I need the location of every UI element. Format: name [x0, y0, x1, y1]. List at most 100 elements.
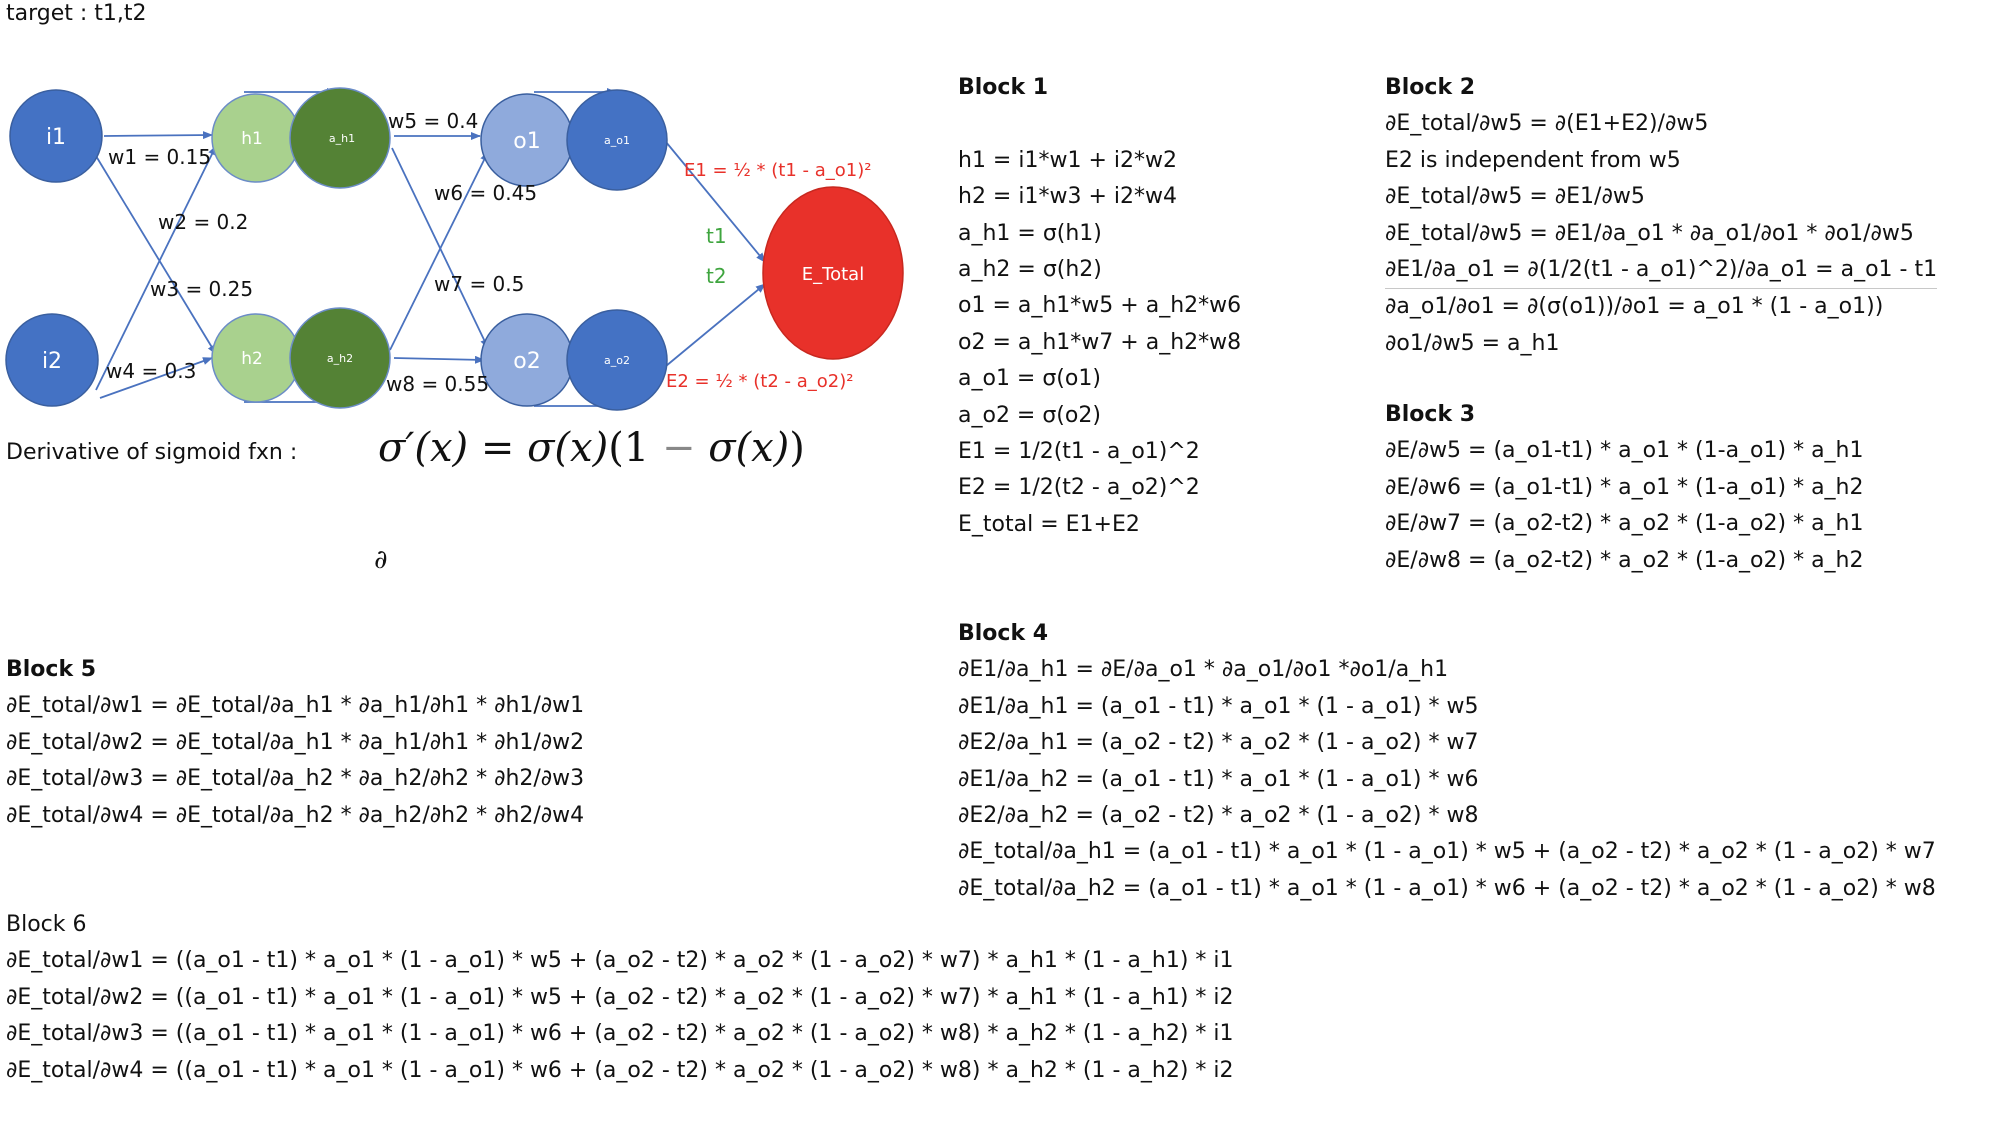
block-1-line: a_o1 = σ(o1)	[958, 366, 1101, 392]
sigmoid-open: (1	[608, 425, 662, 471]
weight-label-w5: w5 = 0.4	[388, 109, 478, 133]
node-label-a-o1: a_o1	[604, 134, 630, 147]
block-1-line: o2 = a_h1*w7 + a_h2*w8	[958, 329, 1242, 355]
block-1-line: E2 = 1/2(t2 - a_o2)^2	[958, 475, 1200, 501]
block-6-line: ∂E_total/∂w3 = ((a_o1 - t1) * a_o1 * (1 …	[6, 1021, 1234, 1047]
node-label-o1: o1	[513, 129, 540, 154]
block-4-title: Block 4	[958, 621, 1049, 646]
neural-network-diagram: i1 i2 h1 a_h1 h2 a_h2 o1 a_o1 o2 a_o2 E_…	[5, 87, 904, 411]
block-1-line: E_total = E1+E2	[958, 511, 1140, 537]
sigmoid-minus: −	[661, 425, 696, 471]
node-i2	[5, 313, 99, 407]
node-e-total	[762, 186, 904, 360]
block-2-title: Block 2	[1385, 75, 1476, 100]
sigmoid-lhs: σ′(x)	[378, 425, 469, 471]
weight-label-w6: w6 = 0.45	[434, 181, 537, 205]
node-a-o1	[566, 89, 668, 191]
weight-label-w2: w2 = 0.2	[158, 210, 248, 234]
block-6: Block 6 ∂E_total/∂w1 = ((a_o1 - t1) * a_…	[6, 907, 1234, 1089]
edge-i2-h1	[95, 145, 217, 391]
block-1-line: a_h1 = σ(h1)	[958, 220, 1102, 246]
block-2-line: ∂o1/∂w5 = a_h1	[1385, 330, 1560, 356]
node-label-o2: o2	[513, 349, 540, 374]
sigmoid-f2: σ(x)	[695, 425, 790, 471]
block-1-line: a_o2 = σ(o2)	[958, 402, 1101, 428]
weight-label-w3: w3 = 0.25	[150, 277, 253, 301]
target-label-t2: t2	[706, 264, 727, 288]
error-label-e2: E2 = ½ * (t2 - a_o2)²	[666, 371, 853, 392]
edge-i2-h2	[99, 357, 213, 399]
sigmoid-label: Derivative of sigmoid fxn :	[6, 440, 298, 465]
block-4-line: ∂E2/∂a_h1 = (a_o2 - t2) * a_o2 * (1 - a_…	[958, 730, 1479, 756]
weight-label-w4: w4 = 0.3	[106, 359, 196, 383]
block-5-line: ∂E_total/∂w2 = ∂E_total/∂a_h1 * ∂a_h1/∂h…	[6, 729, 585, 755]
block-6-line: ∂E_total/∂w1 = ((a_o1 - t1) * a_o1 * (1 …	[6, 948, 1234, 974]
block-1-line: a_h2 = σ(h2)	[958, 256, 1102, 282]
edge-i1-h1	[103, 131, 213, 140]
block-1-spacer	[958, 106, 1241, 142]
block-3-title: Block 3	[1385, 402, 1476, 427]
sigmoid-eq: =	[468, 425, 528, 471]
node-label-h1: h1	[241, 129, 263, 149]
block-2-line: ∂E_total/∂w5 = ∂(E1+E2)/∂w5	[1385, 111, 1709, 137]
block-2-line: ∂E_total/∂w5 = ∂E1/∂w5	[1385, 184, 1645, 210]
node-a-h2	[289, 307, 391, 409]
block-3-line: ∂E/∂w7 = (a_o2-t2) * a_o2 * (1-a_o2) * a…	[1385, 511, 1864, 537]
block-1: Block 1 h1 = i1*w1 + i2*w2 h2 = i1*w3 + …	[958, 70, 1241, 543]
block-2-line: ∂E1/∂a_o1 = ∂(1/2(t1 - a_o1)^2)/∂a_o1 = …	[1385, 256, 1938, 282]
block-6-line: ∂E_total/∂w4 = ((a_o1 - t1) * a_o1 * (1 …	[6, 1057, 1234, 1083]
edge-ah2-o1	[389, 151, 489, 351]
sigmoid-f1: σ(x)	[527, 425, 609, 471]
block-1-line: h1 = i1*w1 + i2*w2	[958, 147, 1177, 173]
block-2-line: ∂E_total/∂w5 = ∂E1/∂a_o1 * ∂a_o1/∂o1 * ∂…	[1385, 220, 1914, 246]
edge-ao2-etotal	[665, 283, 766, 367]
node-a-h1	[289, 87, 391, 189]
block-1-line: h2 = i1*w3 + i2*w4	[958, 184, 1177, 210]
block-4-line: ∂E_total/∂a_h1 = (a_o1 - t1) * a_o1 * (1…	[958, 839, 1936, 865]
block-4-line: ∂E2/∂a_h2 = (a_o2 - t2) * a_o2 * (1 - a_…	[958, 802, 1479, 828]
target-label: target : t1,t2	[6, 1, 147, 26]
block-4: Block 4 ∂E1/∂a_h1 = ∂E/∂a_o1 * ∂a_o1/∂o1…	[958, 616, 1936, 907]
block-4-line: ∂E_total/∂a_h2 = (a_o1 - t1) * a_o1 * (1…	[958, 875, 1936, 901]
weight-label-w1: w1 = 0.15	[108, 145, 211, 169]
block-4-line: ∂E1/∂a_h2 = (a_o1 - t1) * a_o1 * (1 - a_…	[958, 766, 1479, 792]
error-label-e1: E1 = ½ * (t1 - a_o1)²	[684, 160, 871, 181]
block-2-line: ∂a_o1/∂o1 = ∂(σ(o1))/∂o1 = a_o1 * (1 - a…	[1385, 288, 1938, 325]
node-label-e-total: E_Total	[802, 264, 864, 285]
node-label-a-h2: a_h2	[327, 352, 353, 365]
block-4-line: ∂E1/∂a_h1 = ∂E/∂a_o1 * ∂a_o1/∂o1 *∂o1/a_…	[958, 657, 1449, 683]
block-6-title: Block 6	[6, 912, 87, 937]
partial-symbol: ∂	[374, 545, 388, 575]
node-a-o2	[566, 309, 668, 411]
block-2: Block 2 ∂E_total/∂w5 = ∂(E1+E2)/∂w5 E2 i…	[1385, 70, 1938, 362]
node-i1	[9, 89, 103, 183]
node-label-a-o2: a_o2	[604, 354, 630, 367]
block-1-line: E1 = 1/2(t1 - a_o1)^2	[958, 438, 1200, 464]
block-5-line: ∂E_total/∂w3 = ∂E_total/∂a_h2 * ∂a_h2/∂h…	[6, 766, 585, 792]
node-label-a-h1: a_h1	[329, 132, 355, 145]
block-5-line: ∂E_total/∂w1 = ∂E_total/∂a_h1 * ∂a_h1/∂h…	[6, 693, 585, 719]
block-3: Block 3 ∂E/∂w5 = (a_o1-t1) * a_o1 * (1-a…	[1385, 397, 1864, 579]
node-label-h2: h2	[241, 349, 263, 369]
sigmoid-derivative-formula: σ′(x) = σ(x)(1 − σ(x))	[378, 425, 805, 471]
block-3-line: ∂E/∂w5 = (a_o1-t1) * a_o1 * (1-a_o1) * a…	[1385, 438, 1864, 464]
node-label-i1: i1	[46, 125, 66, 150]
edge-i1-h2	[95, 155, 217, 355]
block-6-line: ∂E_total/∂w2 = ((a_o1 - t1) * a_o1 * (1 …	[6, 984, 1234, 1010]
block-1-title: Block 1	[958, 75, 1049, 100]
block-2-line: E2 is independent from w5	[1385, 147, 1681, 173]
sigmoid-close: )	[789, 425, 805, 471]
weight-label-w8: w8 = 0.55	[386, 372, 489, 396]
block-5-line: ∂E_total/∂w4 = ∂E_total/∂a_h2 * ∂a_h2/∂h…	[6, 802, 585, 828]
block-4-line: ∂E1/∂a_h1 = (a_o1 - t1) * a_o1 * (1 - a_…	[958, 693, 1479, 719]
block-5: Block 5 ∂E_total/∂w1 = ∂E_total/∂a_h1 * …	[6, 652, 584, 834]
block-1-line: o1 = a_h1*w5 + a_h2*w6	[958, 293, 1242, 319]
block-3-line: ∂E/∂w8 = (a_o2-t2) * a_o2 * (1-a_o2) * a…	[1385, 547, 1864, 573]
node-label-i2: i2	[42, 349, 62, 374]
target-label-t1: t1	[706, 224, 727, 248]
edge-ah2-o2	[393, 355, 485, 364]
edge-ao1-etotal	[665, 141, 766, 263]
block-5-title: Block 5	[6, 657, 97, 682]
weight-label-w7: w7 = 0.5	[434, 272, 524, 296]
block-3-line: ∂E/∂w6 = (a_o1-t1) * a_o1 * (1-a_o1) * a…	[1385, 474, 1864, 500]
